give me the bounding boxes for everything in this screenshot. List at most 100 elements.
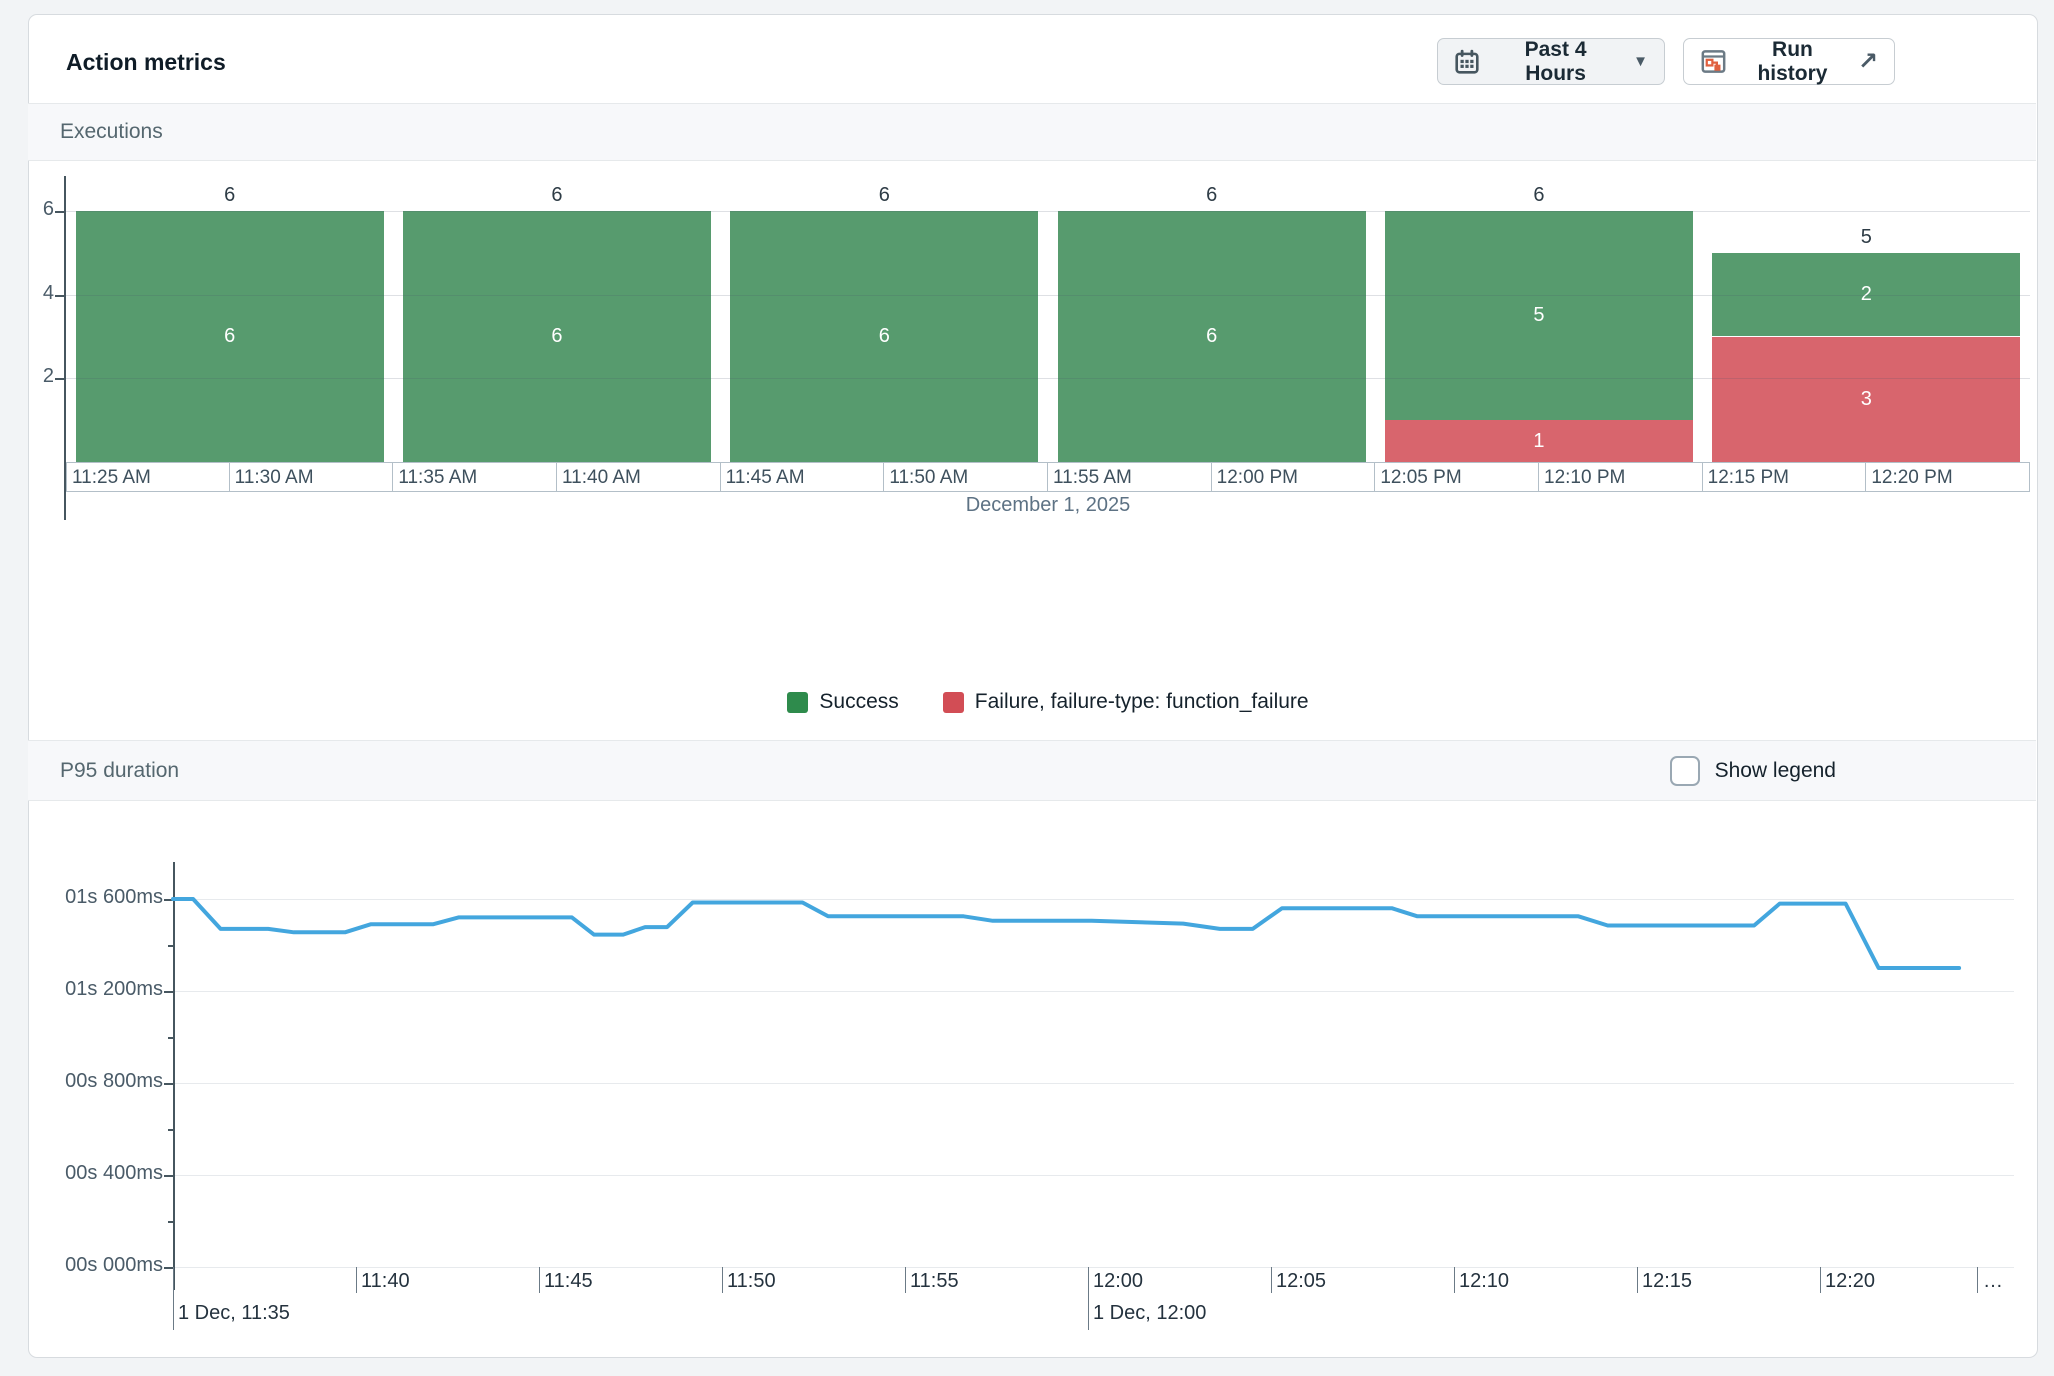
exec-x-axis-date: December 1, 2025 (965, 494, 1131, 516)
p95-gridline (175, 1175, 2014, 1176)
executions-section-title: Executions (60, 120, 163, 143)
exec-x-axis-cell: 12:00 PM (1211, 462, 1376, 492)
p95-x-tick-label: 11:55 (910, 1270, 959, 1292)
bar-segment-success[interactable]: 6 (75, 211, 384, 462)
bar-total-label: 6 (224, 184, 236, 206)
exec-y-tick-label: 4 (42, 281, 54, 304)
p95-x-date-tick-mark (1088, 1267, 1089, 1330)
p95-gridline (175, 899, 2014, 900)
bar-segment-success[interactable]: 5 (1384, 211, 1694, 421)
executions-legend: Success Failure, failure-type: function_f… (66, 686, 2030, 718)
p95-x-tick-label: … (1983, 1270, 2003, 1292)
p95-gridline (175, 1083, 2014, 1084)
time-range-button[interactable]: Past 4 Hours ▼ (1437, 38, 1665, 85)
legend-item[interactable]: Success (787, 690, 899, 714)
bar-total-label: 6 (551, 184, 563, 206)
bar-total-label: 6 (1533, 184, 1545, 206)
exec-y-tick-mark (55, 294, 66, 297)
p95-y-tick-mark (164, 991, 175, 993)
legend-swatch (787, 691, 809, 713)
p95-x-tick-label: 11:40 (361, 1270, 410, 1292)
external-link-icon: ↗ (1857, 47, 1878, 75)
legend-label: Failure, failure-type: function_failure (974, 690, 1309, 713)
legend-swatch (942, 691, 964, 713)
p95-section-header: P95 duration Show legend (28, 740, 2036, 801)
p95-y-tick-label: 01s 200ms (65, 978, 163, 1000)
chevron-down-icon: ▼ (1633, 53, 1648, 70)
exec-x-axis-cell: 12:05 PM (1375, 462, 1539, 492)
p95-y-tick-label: 00s 400ms (65, 1162, 163, 1184)
p95-section-title: P95 duration (60, 758, 180, 782)
time-range-label: Past 4 Hours (1524, 37, 1587, 85)
page-title: Action metrics (66, 49, 226, 75)
legend-label: Success (819, 690, 899, 713)
exec-x-axis-cell: 12:10 PM (1539, 462, 1703, 492)
p95-y-minor-tick (168, 1221, 175, 1223)
p95-y-axis (173, 862, 175, 1290)
show-legend-checkbox[interactable] (1669, 755, 1700, 786)
exec-gridline (66, 378, 2030, 380)
bar-total-label: 6 (878, 184, 890, 206)
p95-x-tick-label: 12:20 (1825, 1270, 1876, 1292)
p95-x-tick-mark (1454, 1267, 1455, 1293)
p95-x-tick-mark (905, 1267, 906, 1293)
exec-x-axis-cell: 11:50 AM (884, 462, 1048, 492)
run-history-icon (1700, 48, 1727, 75)
p95-x-tick-mark (356, 1267, 357, 1293)
p95-y-tick-label: 00s 000ms (65, 1254, 163, 1276)
exec-x-axis-cell: 11:25 AM (66, 462, 230, 492)
p95-x-tick-label: 12:00 (1093, 1270, 1144, 1292)
p95-x-date-tick-label: 1 Dec, 11:35 (178, 1302, 290, 1324)
exec-y-tick-label: 2 (42, 365, 54, 388)
p95-y-tick-label: 00s 800ms (65, 1070, 163, 1092)
exec-x-axis-cell: 11:55 AM (1048, 462, 1212, 492)
bar-segment-failure[interactable]: 3 (1712, 336, 2021, 462)
p95-x-tick-mark (722, 1267, 723, 1293)
bar-segment-success[interactable]: 6 (402, 211, 712, 462)
p95-x-tick-mark (1271, 1267, 1272, 1293)
p95-x-tick-label: 11:50 (727, 1270, 776, 1292)
exec-gridline (66, 211, 2030, 212)
p95-y-tick-label: 01s 600ms (65, 886, 163, 908)
legend-item[interactable]: Failure, failure-type: function_failure (942, 690, 1309, 714)
p95-gridline (175, 991, 2014, 992)
exec-y-tick-label: 6 (42, 198, 54, 220)
p95-y-tick-mark (164, 899, 175, 901)
p95-x-tick-mark (1977, 1267, 1978, 1293)
bar-segment-success[interactable]: 2 (1712, 252, 2021, 337)
p95-x-date-tick-mark (173, 1267, 174, 1330)
calendar-icon (1454, 49, 1480, 75)
run-history-label: Run history (1757, 37, 1828, 85)
p95-x-tick-mark (539, 1267, 540, 1293)
exec-x-axis-cell: 11:35 AM (393, 462, 557, 492)
exec-x-axis-cell: 11:40 AM (557, 462, 721, 492)
bar-segment-success[interactable]: 6 (730, 211, 1039, 462)
exec-y-tick-mark (55, 378, 66, 381)
exec-y-axis (64, 176, 66, 520)
bar-segment-failure[interactable]: 1 (1384, 420, 1694, 462)
p95-y-tick-mark (164, 1083, 175, 1085)
show-legend-label: Show legend (1714, 758, 1836, 782)
p95-y-minor-tick (168, 1129, 175, 1131)
exec-gridline (66, 294, 2030, 296)
p95-x-date-tick-label: 1 Dec, 12:00 (1093, 1302, 1207, 1324)
bar-total-label: 6 (1206, 184, 1218, 206)
exec-x-axis-cell: 12:20 PM (1866, 462, 2030, 492)
p95-y-tick-mark (164, 1175, 175, 1177)
p95-x-tick-label: 12:15 (1642, 1270, 1693, 1292)
p95-y-tick-mark (164, 1267, 175, 1269)
p95-gridline (175, 1267, 2014, 1268)
p95-x-tick-mark (1820, 1267, 1821, 1293)
show-legend-control[interactable]: Show legend (1669, 741, 1836, 800)
exec-x-axis-cell: 11:30 AM (229, 462, 394, 492)
exec-x-axis-cell: 12:15 PM (1702, 462, 1867, 492)
bar-segment-success[interactable]: 6 (1057, 211, 1366, 462)
p95-x-tick-label: 12:10 (1459, 1270, 1510, 1292)
executions-section-header: Executions (28, 103, 2036, 161)
p95-y-minor-tick (168, 1037, 175, 1039)
p95-x-tick-label: 12:05 (1276, 1270, 1327, 1292)
exec-x-axis-cell: 11:45 AM (720, 462, 885, 492)
p95-x-tick-label: 11:45 (544, 1270, 593, 1292)
run-history-button[interactable]: Run history ↗ (1683, 38, 1895, 85)
